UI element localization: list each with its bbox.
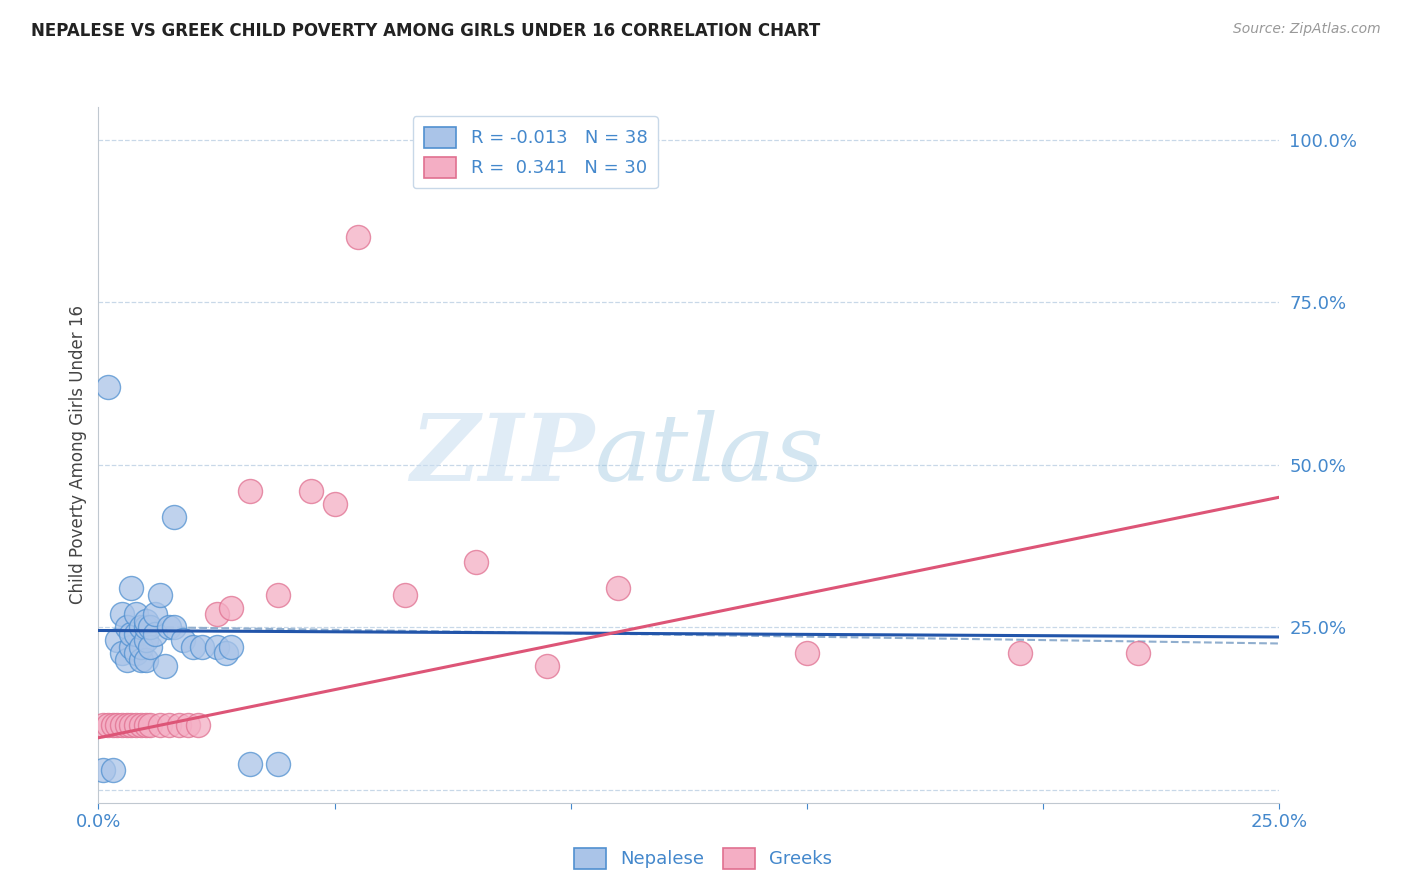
Point <box>157 620 180 634</box>
Point <box>347 230 370 244</box>
Point <box>536 659 558 673</box>
Text: atlas: atlas <box>595 410 824 500</box>
Text: Source: ZipAtlas.com: Source: ZipAtlas.com <box>1233 22 1381 37</box>
Point <box>115 718 138 732</box>
Point <box>1126 646 1149 660</box>
Y-axis label: Child Poverty Among Girls Under 16: Child Poverty Among Girls Under 16 <box>69 305 87 605</box>
Point <box>1008 646 1031 660</box>
Point <box>129 718 152 732</box>
Point <box>121 626 143 640</box>
Point <box>111 718 134 732</box>
Point <box>91 718 114 732</box>
Point <box>111 646 134 660</box>
Point <box>323 497 346 511</box>
Point <box>97 718 120 732</box>
Point <box>111 607 134 622</box>
Point <box>121 640 143 654</box>
Point <box>149 588 172 602</box>
Point <box>143 626 166 640</box>
Point <box>205 640 228 654</box>
Point <box>205 607 228 622</box>
Point <box>125 607 148 622</box>
Point <box>97 379 120 393</box>
Point <box>143 607 166 622</box>
Point <box>149 718 172 732</box>
Point <box>239 483 262 498</box>
Point <box>239 756 262 771</box>
Point <box>135 620 157 634</box>
Point <box>105 633 128 648</box>
Point <box>135 653 157 667</box>
Point <box>177 718 200 732</box>
Point <box>181 640 204 654</box>
Point <box>129 620 152 634</box>
Text: NEPALESE VS GREEK CHILD POVERTY AMONG GIRLS UNDER 16 CORRELATION CHART: NEPALESE VS GREEK CHILD POVERTY AMONG GI… <box>31 22 820 40</box>
Legend: Nepalese, Greeks: Nepalese, Greeks <box>567 840 839 876</box>
Point <box>91 764 114 778</box>
Point <box>219 600 242 615</box>
Point <box>172 633 194 648</box>
Point <box>465 555 488 569</box>
Point <box>163 509 186 524</box>
Point <box>101 718 124 732</box>
Point <box>191 640 214 654</box>
Point <box>135 718 157 732</box>
Point <box>135 633 157 648</box>
Point <box>121 581 143 595</box>
Point <box>167 718 190 732</box>
Point <box>157 718 180 732</box>
Point <box>125 718 148 732</box>
Point <box>135 614 157 628</box>
Point <box>105 718 128 732</box>
Point <box>607 581 630 595</box>
Point <box>115 653 138 667</box>
Point <box>796 646 818 660</box>
Point <box>129 653 152 667</box>
Legend: R = -0.013   N = 38, R =  0.341   N = 30: R = -0.013 N = 38, R = 0.341 N = 30 <box>413 116 658 188</box>
Point <box>139 640 162 654</box>
Point <box>139 718 162 732</box>
Point <box>219 640 242 654</box>
Point <box>394 588 416 602</box>
Point <box>299 483 322 498</box>
Text: ZIP: ZIP <box>411 410 595 500</box>
Point <box>129 640 152 654</box>
Point <box>125 646 148 660</box>
Point <box>215 646 238 660</box>
Point <box>115 620 138 634</box>
Point <box>139 620 162 634</box>
Point <box>163 620 186 634</box>
Point <box>101 764 124 778</box>
Point <box>267 588 290 602</box>
Point <box>187 718 209 732</box>
Point <box>125 626 148 640</box>
Point <box>121 718 143 732</box>
Point <box>153 659 176 673</box>
Point <box>267 756 290 771</box>
